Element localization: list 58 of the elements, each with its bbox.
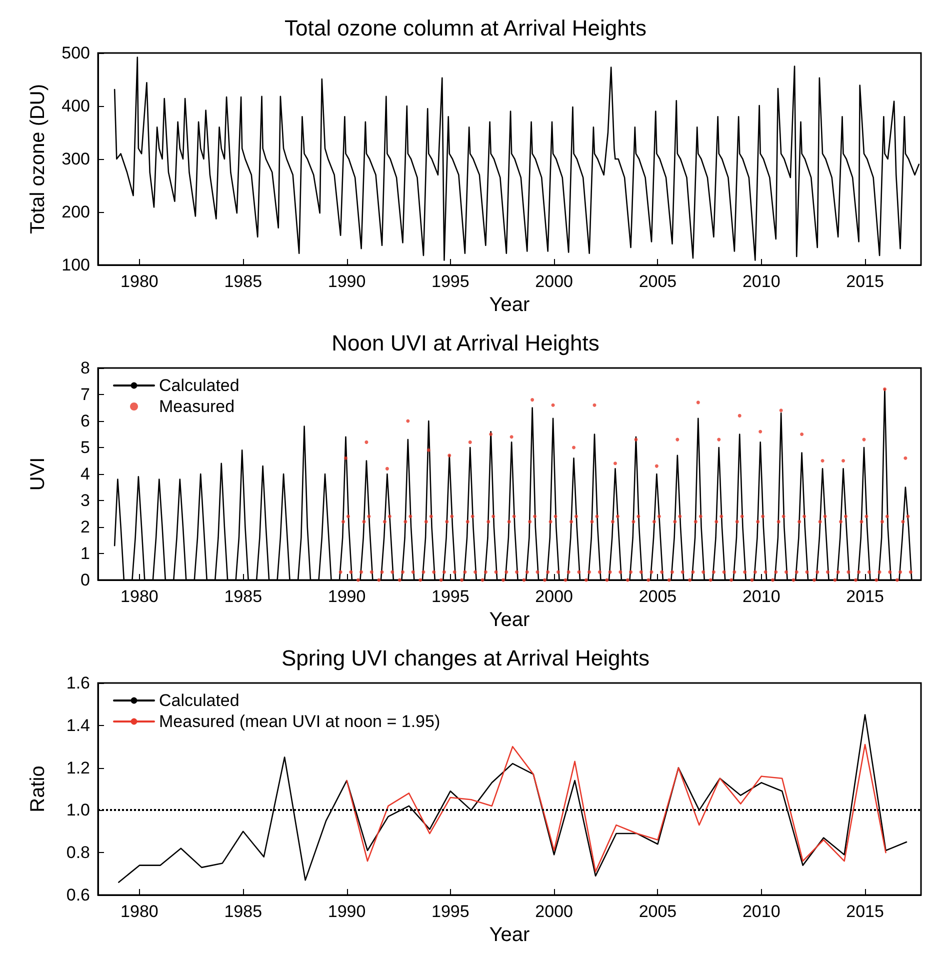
y-axis-title: UVI: [27, 457, 49, 491]
x-tick-label: 1990: [328, 272, 366, 291]
x-tick-label: 1990: [328, 902, 366, 921]
y-axis-title: Total ozone (DU): [27, 84, 49, 234]
y-tick-label: 200: [62, 202, 90, 222]
x-tick-label: 2000: [535, 587, 573, 606]
y-tick-label: 7: [80, 385, 90, 404]
x-tick-label: 1980: [120, 587, 158, 606]
legend-label: Calculated: [159, 376, 240, 395]
legend-label: Measured (mean UVI at noon = 1.95): [159, 712, 440, 731]
x-tick-label: 2010: [742, 902, 780, 921]
x-axis-title: Year: [489, 924, 530, 946]
y-tick-label: 0.8: [66, 843, 90, 862]
x-tick-label: 1985: [224, 272, 262, 291]
x-tick-label: 2015: [846, 272, 884, 291]
x-tick-label: 2015: [846, 587, 884, 606]
x-tick-label: 1990: [328, 587, 366, 606]
y-tick-label: 8: [80, 358, 90, 378]
y-tick-label: 6: [80, 412, 90, 430]
x-tick-label: 1995: [432, 272, 470, 291]
x-tick-label: 2005: [638, 272, 677, 291]
y-tick-label: 2: [80, 518, 90, 536]
chart-title: Spring UVI changes at Arrival Heights: [281, 646, 650, 670]
y-tick-label: 500: [62, 44, 90, 62]
y-tick-label: 5: [80, 438, 90, 457]
y-tick-label: 1.4: [66, 716, 90, 735]
x-tick-label: 2010: [742, 587, 780, 606]
x-tick-label: 2015: [846, 902, 884, 921]
y-tick-label: 0: [80, 570, 90, 590]
y-tick-label: 100: [62, 256, 90, 274]
legend-label: Calculated: [159, 691, 240, 710]
x-axis-title: Year: [489, 294, 530, 316]
x-tick-label: 1985: [224, 902, 262, 921]
y-tick-label: 4: [80, 464, 90, 484]
y-tick-label: 3: [80, 491, 90, 510]
y-tick-label: 300: [62, 150, 90, 168]
x-tick-label: 1995: [432, 902, 470, 921]
y-axis-title: Ratio: [27, 766, 49, 812]
y-tick-label: 1.6: [66, 674, 90, 692]
x-tick-label: 2005: [638, 587, 677, 606]
y-tick-label: 0.6: [66, 886, 90, 904]
y-tick-label: 1.2: [66, 758, 90, 778]
x-tick-label: 1980: [120, 272, 158, 291]
x-tick-label: 2000: [535, 272, 573, 291]
x-axis-title: Year: [489, 609, 530, 631]
x-tick-label: 2000: [535, 902, 573, 921]
y-tick-label: 400: [62, 96, 90, 116]
chart-title: Total ozone column at Arrival Heights: [284, 16, 646, 40]
x-tick-label: 2005: [638, 902, 677, 921]
x-tick-label: 2010: [742, 272, 780, 291]
y-tick-label: 1.0: [66, 800, 90, 820]
chart-title: Noon UVI at Arrival Heights: [332, 330, 600, 356]
x-tick-label: 1980: [120, 902, 158, 921]
legend-label: Measured: [159, 397, 235, 416]
x-tick-label: 1995: [432, 587, 470, 606]
y-tick-label: 1: [80, 544, 90, 563]
x-tick-label: 1985: [224, 587, 262, 606]
line-series: [346, 744, 886, 872]
